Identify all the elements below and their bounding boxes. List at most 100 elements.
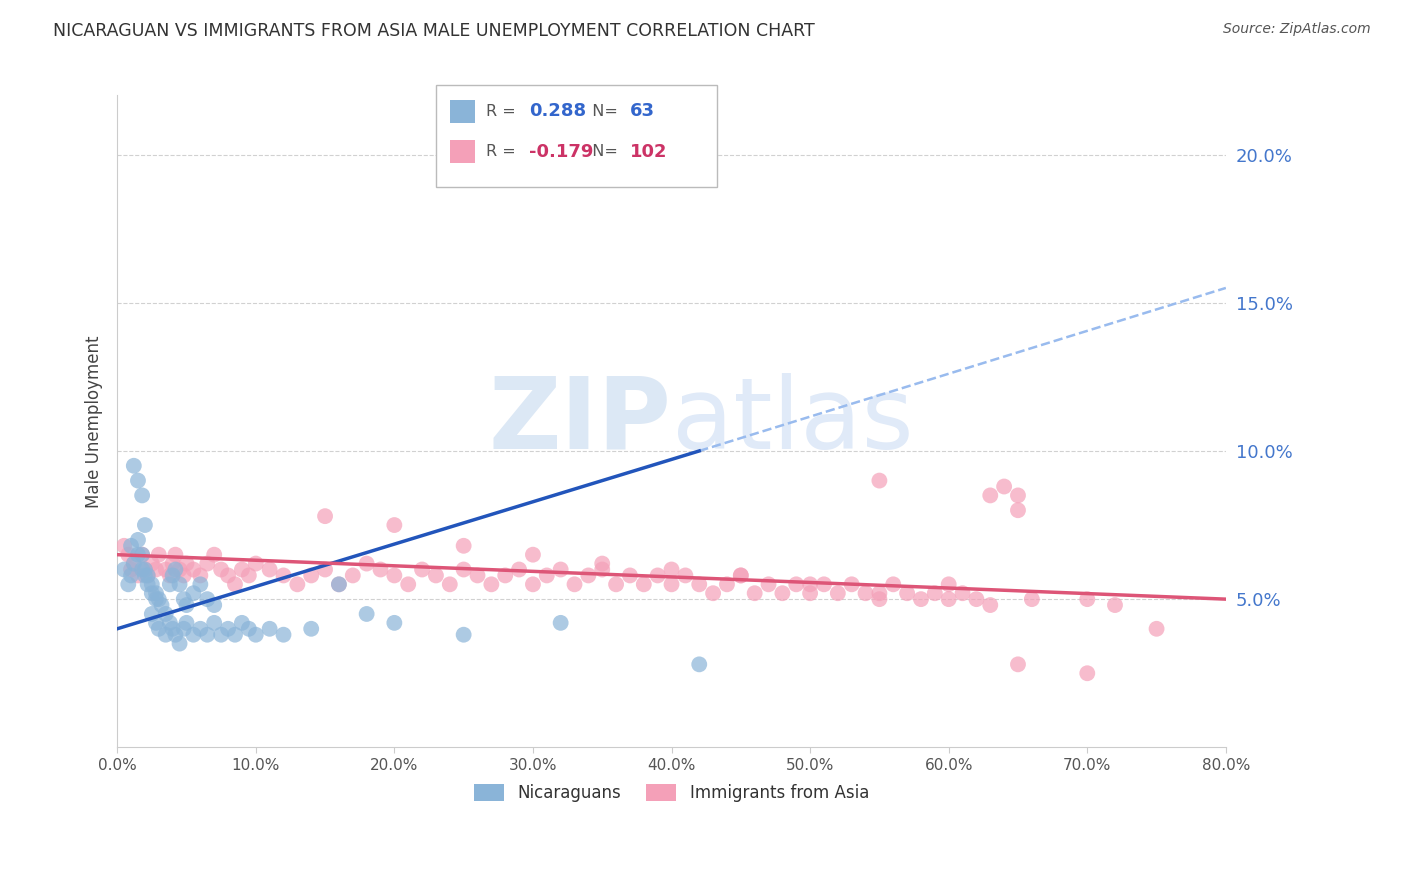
Point — [688, 657, 710, 672]
Point — [564, 577, 586, 591]
Point — [155, 628, 177, 642]
Point — [550, 562, 572, 576]
Point — [117, 548, 139, 562]
Point — [173, 592, 195, 607]
Point — [122, 557, 145, 571]
Text: NICARAGUAN VS IMMIGRANTS FROM ASIA MALE UNEMPLOYMENT CORRELATION CHART: NICARAGUAN VS IMMIGRANTS FROM ASIA MALE … — [53, 22, 815, 40]
Point — [162, 557, 184, 571]
Point — [195, 557, 218, 571]
Point — [730, 568, 752, 582]
Text: R =: R = — [486, 145, 522, 159]
Point — [910, 592, 932, 607]
Point — [979, 598, 1001, 612]
Point — [134, 568, 156, 582]
Point — [169, 562, 191, 576]
Point — [169, 577, 191, 591]
Legend: Nicaraguans, Immigrants from Asia: Nicaraguans, Immigrants from Asia — [465, 776, 877, 811]
Point — [1007, 488, 1029, 502]
Point — [453, 562, 475, 576]
Point — [1021, 592, 1043, 607]
Point — [122, 458, 145, 473]
Point — [1104, 598, 1126, 612]
Point — [183, 628, 205, 642]
Point — [522, 548, 544, 562]
Point — [396, 577, 419, 591]
Point — [231, 615, 253, 630]
Point — [148, 548, 170, 562]
Point — [202, 548, 225, 562]
Point — [813, 577, 835, 591]
Point — [439, 577, 461, 591]
Point — [328, 577, 350, 591]
Point — [868, 586, 890, 600]
Point — [273, 568, 295, 582]
Point — [799, 586, 821, 600]
Point — [647, 568, 669, 582]
Point — [259, 622, 281, 636]
Point — [224, 577, 246, 591]
Point — [159, 568, 181, 582]
Point — [238, 622, 260, 636]
Point — [209, 628, 232, 642]
Point — [131, 562, 153, 576]
Point — [882, 577, 904, 591]
Point — [673, 568, 696, 582]
Point — [605, 577, 627, 591]
Point — [411, 562, 433, 576]
Point — [314, 509, 336, 524]
Point — [453, 539, 475, 553]
Point — [328, 577, 350, 591]
Point — [176, 598, 198, 612]
Point — [224, 628, 246, 642]
Point — [855, 586, 877, 600]
Point — [993, 479, 1015, 493]
Point — [716, 577, 738, 591]
Point — [536, 568, 558, 582]
Point — [231, 562, 253, 576]
Point — [150, 598, 173, 612]
Point — [136, 577, 159, 591]
Point — [145, 592, 167, 607]
Point — [120, 568, 142, 582]
Text: atlas: atlas — [672, 373, 912, 470]
Point — [120, 539, 142, 553]
Point — [134, 562, 156, 576]
Point — [209, 562, 232, 576]
Text: R =: R = — [486, 104, 522, 119]
Point — [896, 586, 918, 600]
Point — [141, 607, 163, 621]
Point — [145, 586, 167, 600]
Point — [868, 592, 890, 607]
Point — [162, 622, 184, 636]
Point — [827, 586, 849, 600]
Point — [453, 628, 475, 642]
Point — [131, 488, 153, 502]
Point — [979, 488, 1001, 502]
Point — [356, 557, 378, 571]
Point — [117, 577, 139, 591]
Point — [238, 568, 260, 582]
Point — [176, 557, 198, 571]
Point — [159, 615, 181, 630]
Point — [127, 533, 149, 547]
Point — [342, 568, 364, 582]
Point — [195, 628, 218, 642]
Point — [576, 568, 599, 582]
Point — [730, 568, 752, 582]
Point — [1007, 503, 1029, 517]
Point — [508, 562, 530, 576]
Text: 63: 63 — [630, 103, 655, 120]
Point — [633, 577, 655, 591]
Point — [938, 577, 960, 591]
Point — [259, 562, 281, 576]
Point — [112, 562, 135, 576]
Point — [155, 562, 177, 576]
Point — [176, 615, 198, 630]
Point — [188, 622, 211, 636]
Point — [591, 557, 613, 571]
Point — [1076, 592, 1098, 607]
Point — [173, 568, 195, 582]
Point — [494, 568, 516, 582]
Point — [965, 592, 987, 607]
Point — [299, 622, 322, 636]
